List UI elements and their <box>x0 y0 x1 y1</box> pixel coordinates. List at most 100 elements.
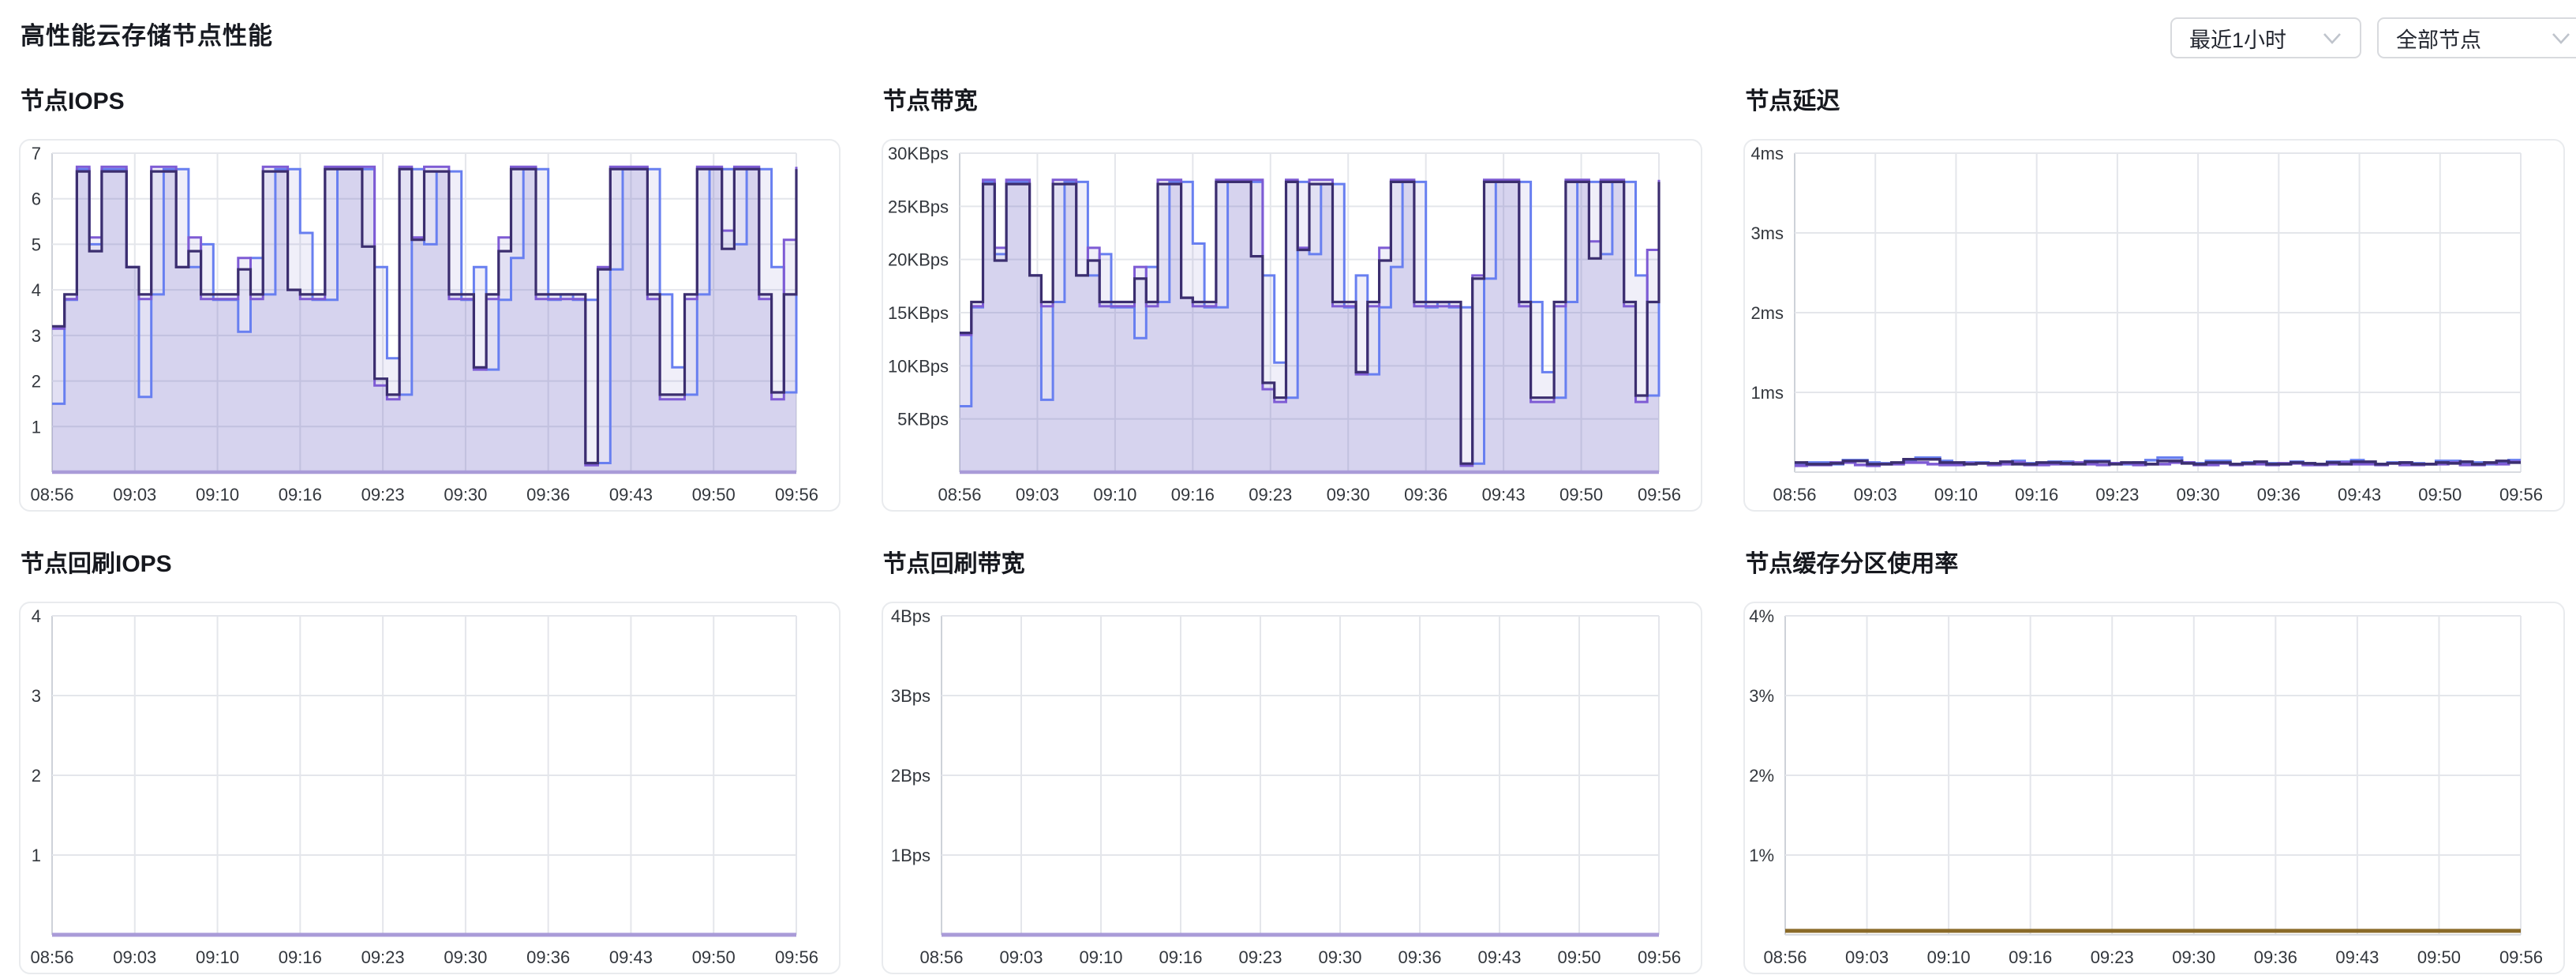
chart-canvas: 08:56 09:03 09:10 09:16 09:23 09:30 09:36 09:43… <box>1751 144 2544 505</box>
svg-text:09:23: 09:23 <box>361 485 405 505</box>
svg-text:09:56: 09:56 <box>2499 947 2543 967</box>
svg-text:09:23: 09:23 <box>2096 485 2140 505</box>
svg-text:09:03: 09:03 <box>113 947 156 967</box>
svg-text:09:56: 09:56 <box>775 947 818 967</box>
chart-canvas: 08:56 09:03 09:10 09:16 09:23 09:30 09:36 09:43… <box>891 606 1681 967</box>
svg-text:09:03: 09:03 <box>999 947 1043 967</box>
svg-text:6: 6 <box>32 189 41 209</box>
node-filter-select[interactable]: 全部节点 <box>2377 17 2576 58</box>
chart-canvas: 08:56 09:03 09:10 09:16 09:23 09:30 09:36 09:43… <box>888 144 1681 505</box>
chart-title-node-bandwidth: 节点带宽 <box>882 88 978 114</box>
svg-text:2ms: 2ms <box>1751 303 1784 323</box>
svg-text:4Bps: 4Bps <box>891 606 930 626</box>
chart-node-flushback-iops[interactable]: 08:56 09:03 09:10 09:16 09:23 09:30 09:36 09:43… <box>19 602 841 974</box>
svg-text:5: 5 <box>32 234 41 254</box>
chart-title-node-latency: 节点延迟 <box>1745 88 1840 114</box>
svg-text:4: 4 <box>32 606 41 626</box>
svg-text:15KBps: 15KBps <box>888 303 949 323</box>
svg-text:09:16: 09:16 <box>279 485 322 505</box>
svg-text:08:56: 08:56 <box>938 485 981 505</box>
svg-text:7: 7 <box>32 144 41 163</box>
svg-text:09:23: 09:23 <box>2091 947 2134 967</box>
svg-text:08:56: 08:56 <box>919 947 963 967</box>
svg-text:09:36: 09:36 <box>1404 485 1447 505</box>
svg-text:09:43: 09:43 <box>2338 485 2381 505</box>
svg-text:08:56: 08:56 <box>1773 485 1817 505</box>
chevron-down-icon <box>2322 26 2342 51</box>
svg-text:2: 2 <box>32 372 41 392</box>
time-range-select[interactable]: 最近1小时 <box>2170 17 2361 58</box>
svg-text:09:50: 09:50 <box>692 947 736 967</box>
chart-node-latency[interactable]: 08:56 09:03 09:10 09:16 09:23 09:30 09:36 09:43… <box>1743 139 2565 512</box>
chart-canvas: 08:56 09:03 09:10 09:16 09:23 09:30 09:36 09:43… <box>1750 606 2544 967</box>
svg-text:08:56: 08:56 <box>1764 947 1807 967</box>
svg-text:09:36: 09:36 <box>526 947 570 967</box>
svg-text:4%: 4% <box>1750 606 1775 626</box>
svg-text:09:43: 09:43 <box>1477 947 1521 967</box>
svg-text:09:16: 09:16 <box>279 947 322 967</box>
svg-text:09:10: 09:10 <box>196 947 239 967</box>
svg-text:09:43: 09:43 <box>609 485 653 505</box>
svg-text:09:16: 09:16 <box>1159 947 1202 967</box>
svg-text:09:16: 09:16 <box>1170 485 1214 505</box>
svg-text:09:56: 09:56 <box>775 485 818 505</box>
svg-text:09:50: 09:50 <box>1557 947 1601 967</box>
svg-text:08:56: 08:56 <box>30 485 73 505</box>
svg-text:3: 3 <box>32 326 41 346</box>
svg-text:09:16: 09:16 <box>2015 485 2058 505</box>
svg-text:1: 1 <box>32 417 41 437</box>
svg-text:09:36: 09:36 <box>2254 947 2297 967</box>
svg-text:25KBps: 25KBps <box>888 197 949 216</box>
section-node-flushback-iops: 节点回刷IOPS 08:56 09:03 09:10 09:16 09:23 09:30 0… <box>19 550 841 974</box>
svg-text:3ms: 3ms <box>1751 223 1784 243</box>
svg-text:30KBps: 30KBps <box>888 144 949 163</box>
svg-text:09:30: 09:30 <box>1318 947 1361 967</box>
svg-text:09:10: 09:10 <box>1934 485 1978 505</box>
svg-text:09:43: 09:43 <box>1481 485 1525 505</box>
svg-text:4ms: 4ms <box>1751 144 1784 163</box>
page-title: 高性能云存储节点性能 <box>21 22 273 50</box>
svg-text:09:10: 09:10 <box>1093 485 1136 505</box>
svg-text:09:30: 09:30 <box>1326 485 1369 505</box>
svg-text:08:56: 08:56 <box>30 947 73 967</box>
section-node-flushback-bandwidth: 节点回刷带宽 08:56 09:03 09:10 09:16 09:23 09:30 09:… <box>881 550 1703 974</box>
svg-text:4: 4 <box>32 280 41 300</box>
page-header: 高性能云存储节点性能 最近1小时 全部节点 <box>0 0 2576 60</box>
chevron-down-icon <box>2551 26 2571 51</box>
svg-text:09:50: 09:50 <box>2417 947 2461 967</box>
svg-text:09:50: 09:50 <box>2419 485 2462 505</box>
svg-text:1Bps: 1Bps <box>891 846 930 865</box>
chart-title-node-cache-partition-usage: 节点缓存分区使用率 <box>1745 551 1959 577</box>
svg-text:09:03: 09:03 <box>1016 485 1059 505</box>
svg-text:09:30: 09:30 <box>444 485 487 505</box>
chart-title-node-iops: 节点IOPS <box>21 88 125 114</box>
svg-text:1: 1 <box>32 846 41 865</box>
section-node-latency: 节点延迟 08:56 09:03 09:10 09:16 09:23 09:30 09:36… <box>1743 87 2565 512</box>
svg-text:09:56: 09:56 <box>1638 947 1681 967</box>
time-range-value: 最近1小时 <box>2189 28 2287 52</box>
svg-text:09:10: 09:10 <box>196 485 239 505</box>
svg-text:09:36: 09:36 <box>526 485 570 505</box>
chart-title-node-flushback-iops: 节点回刷IOPS <box>21 551 172 577</box>
chart-node-cache-partition-usage[interactable]: 08:56 09:03 09:10 09:16 09:23 09:30 09:36 09:43… <box>1743 602 2565 974</box>
svg-text:2%: 2% <box>1750 766 1775 786</box>
svg-text:2: 2 <box>32 766 41 786</box>
chart-canvas: 08:56 09:03 09:10 09:16 09:23 09:30 09:36 09:43… <box>30 144 818 505</box>
svg-text:09:30: 09:30 <box>2177 485 2220 505</box>
chart-canvas: 08:56 09:03 09:10 09:16 09:23 09:30 09:36 09:43… <box>30 606 818 967</box>
svg-text:09:43: 09:43 <box>609 947 653 967</box>
svg-text:2Bps: 2Bps <box>891 766 930 786</box>
svg-text:1%: 1% <box>1750 846 1775 865</box>
chart-node-bandwidth[interactable]: 08:56 09:03 09:10 09:16 09:23 09:30 09:36 09:43… <box>881 139 1703 512</box>
svg-text:09:43: 09:43 <box>2336 947 2379 967</box>
svg-text:3: 3 <box>32 686 41 706</box>
svg-text:09:16: 09:16 <box>2009 947 2052 967</box>
svg-text:1ms: 1ms <box>1751 383 1784 403</box>
svg-text:09:36: 09:36 <box>1398 947 1441 967</box>
chart-node-flushback-bandwidth[interactable]: 08:56 09:03 09:10 09:16 09:23 09:30 09:36 09:43… <box>881 602 1703 974</box>
chart-node-iops[interactable]: 08:56 09:03 09:10 09:16 09:23 09:30 09:36 09:43… <box>19 139 841 512</box>
svg-text:09:10: 09:10 <box>1079 947 1122 967</box>
svg-text:09:36: 09:36 <box>2257 485 2301 505</box>
svg-text:09:30: 09:30 <box>2173 947 2216 967</box>
svg-text:09:03: 09:03 <box>113 485 156 505</box>
